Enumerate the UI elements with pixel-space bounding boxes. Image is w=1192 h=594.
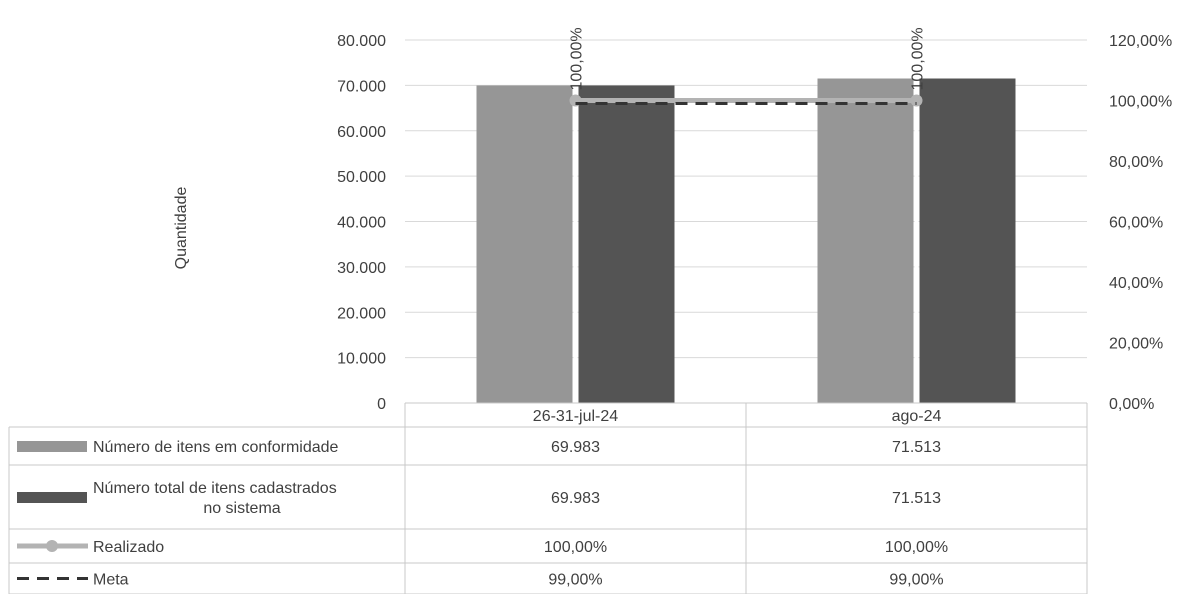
y-tick-label: 40.000 — [337, 215, 386, 232]
data-label-0: 100,00% — [569, 27, 586, 90]
data-table: 26-31-jul-24 ago-24 Número de itens em con… — [8, 402, 1088, 594]
y2-tick-label: 100,00% — [1109, 94, 1172, 111]
bar-total-0 — [578, 85, 675, 403]
cell-value: 71.513 — [892, 490, 941, 507]
cell-value: 71.513 — [892, 439, 941, 456]
data-labels: 100,00% 100,00% — [569, 27, 927, 90]
cell-value: 99,00% — [548, 572, 602, 589]
y2-tick-label: 120,00% — [1109, 33, 1172, 50]
y-axis-title: Quantidade — [173, 187, 190, 270]
y-tick-label: 60.000 — [337, 124, 386, 141]
bar-series — [476, 78, 1016, 403]
bar-conformidade-1 — [817, 78, 914, 403]
series-name-3: Meta — [93, 572, 129, 589]
y-tick-label: 50.000 — [337, 169, 386, 186]
cell-value: 69.983 — [551, 439, 600, 456]
bar-conformidade-0 — [476, 85, 573, 403]
y-tick-label: 10.000 — [337, 351, 386, 368]
y2-tick-label: 60,00% — [1109, 215, 1163, 232]
y2-tick-label: 20,00% — [1109, 336, 1163, 353]
y2-tick-label: 40,00% — [1109, 275, 1163, 292]
y-tick-label: 0 — [377, 396, 386, 413]
realizado-point-1 — [910, 94, 923, 107]
y-axis-right: 0,00% 20,00% 40,00% 60,00% 80,00% 100,00% 120,… — [1109, 33, 1172, 413]
cell-value: 99,00% — [889, 572, 943, 589]
category-label-0: 26-31-jul-24 — [533, 408, 618, 425]
category-label-1: ago-24 — [892, 408, 942, 425]
y-tick-label: 20.000 — [337, 305, 386, 322]
y-axis-left: 0 10.000 20.000 30.000 40.000 50.000 60.000 70.… — [337, 33, 386, 413]
legend-key-0 — [17, 441, 87, 452]
data-label-1: 100,00% — [910, 27, 927, 90]
series-name-1-line1: Número total de itens cadastrados — [93, 480, 337, 497]
cell-value: 100,00% — [885, 539, 948, 556]
legend-key-marker — [46, 540, 58, 552]
cell-value: 100,00% — [544, 539, 607, 556]
y2-tick-label: 0,00% — [1109, 396, 1154, 413]
y-tick-label: 80.000 — [337, 33, 386, 50]
y2-tick-label: 80,00% — [1109, 154, 1163, 171]
legend-key-1 — [17, 492, 87, 503]
series-name-2: Realizado — [93, 539, 164, 556]
y-tick-label: 70.000 — [337, 78, 386, 95]
bar-total-1 — [919, 78, 1016, 403]
cell-value: 69.983 — [551, 490, 600, 507]
series-name-1-line2: no sistema — [203, 500, 280, 517]
line-series — [569, 94, 923, 403]
series-name-0: Número de itens em conformidade — [93, 439, 339, 456]
y-tick-label: 30.000 — [337, 260, 386, 277]
